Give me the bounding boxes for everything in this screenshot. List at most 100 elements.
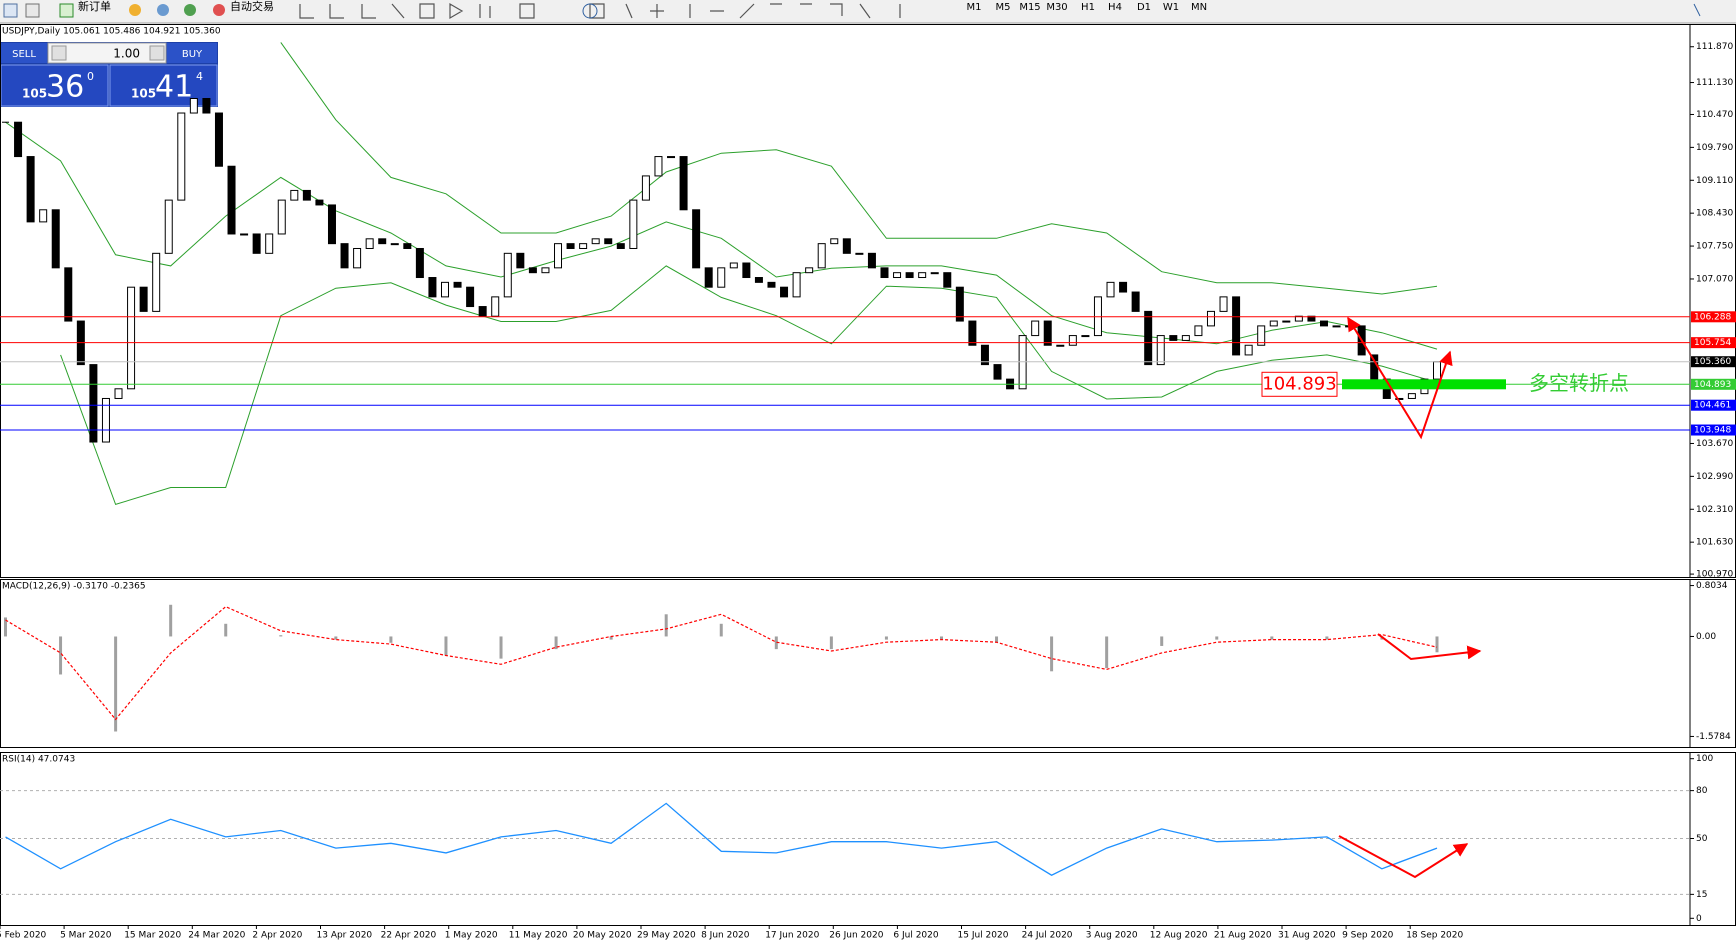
timeframe-button[interactable]: M15	[1019, 2, 1040, 13]
lots-up[interactable]	[149, 45, 165, 61]
price-level-tag	[1691, 337, 1736, 349]
y-tick-label: 0	[1696, 914, 1702, 924]
candle	[541, 267, 550, 274]
timeframe-button[interactable]: D1	[1137, 2, 1151, 13]
x-tick-label: 13 Apr 2020	[317, 931, 373, 941]
new-order-label[interactable]: 新订单	[78, 0, 111, 13]
candle	[1407, 393, 1416, 399]
candle	[1131, 291, 1140, 312]
candle	[641, 175, 650, 201]
y-tick-label: -1.5784	[1696, 732, 1731, 742]
candle	[893, 272, 902, 279]
y-tick-label: 102.310	[1696, 505, 1733, 515]
candle	[1332, 325, 1341, 328]
x-tick-label: 2 Apr 2020	[252, 931, 302, 941]
auto-trading-label[interactable]: 自动交易	[230, 0, 274, 13]
icon[interactable]	[1693, 3, 1701, 17]
candle	[127, 286, 136, 390]
icon[interactable]	[157, 4, 169, 16]
candle	[214, 112, 223, 167]
lots-input[interactable]	[47, 42, 167, 64]
icon[interactable]	[213, 4, 225, 16]
candle	[1068, 335, 1077, 346]
y-tick-label: 101.630	[1696, 538, 1733, 548]
candle	[1244, 344, 1253, 356]
timeframe-button[interactable]: H1	[1081, 2, 1095, 13]
timeframe-button[interactable]: H4	[1108, 2, 1122, 13]
x-tick-label: 21 Aug 2020	[1214, 931, 1272, 941]
icon[interactable]	[582, 3, 598, 19]
y-tick-label: 80	[1696, 786, 1708, 796]
candle	[930, 272, 939, 275]
y-tick-label: 107.070	[1696, 274, 1733, 284]
candle	[340, 243, 349, 269]
x-tick-label: 9 Sep 2020	[1342, 931, 1394, 941]
x-tick-label: 1 May 2020	[445, 931, 498, 941]
y-tick-label: 109.790	[1696, 143, 1733, 153]
sell-label[interactable]: SELL	[12, 49, 36, 60]
candle	[1106, 281, 1115, 298]
candle	[327, 204, 336, 245]
y-tick-label: 111.870	[1696, 42, 1733, 52]
indicator-title: MACD(12,26,9) -0.3170 -0.2365	[2, 582, 146, 592]
candle	[754, 277, 763, 283]
candle	[654, 156, 663, 177]
candle	[792, 272, 801, 298]
y-tick-label: 50	[1696, 834, 1708, 844]
candle	[717, 267, 726, 288]
candle	[1433, 361, 1441, 380]
timeframe-button[interactable]: M1	[967, 2, 982, 13]
sell-button[interactable]	[1, 43, 47, 63]
candle	[729, 262, 738, 269]
candle	[440, 281, 449, 298]
icon[interactable]	[3, 3, 18, 18]
x-tick-label: 17 Jun 2020	[765, 931, 819, 941]
lots-value[interactable]: 1.00	[113, 47, 140, 61]
sell-price-box[interactable]	[0, 64, 109, 107]
candle	[905, 272, 914, 279]
candle	[403, 243, 412, 249]
x-tick-label: 15 Mar 2020	[124, 931, 181, 941]
candle	[867, 252, 876, 269]
timeframe-button[interactable]: M30	[1046, 2, 1067, 13]
price-level-tag	[1691, 424, 1736, 436]
icon[interactable]	[25, 3, 40, 18]
y-tick-label: 100.970	[1696, 570, 1733, 580]
y-tick-label: 103.670	[1696, 439, 1733, 449]
candle	[1181, 335, 1190, 341]
candle	[1156, 335, 1165, 366]
arrow	[1347, 316, 1453, 440]
candle	[830, 238, 839, 245]
buy-price-box[interactable]	[109, 64, 218, 107]
timeframe-button[interactable]: M5	[996, 2, 1011, 13]
lots-down[interactable]	[51, 45, 67, 61]
annotation-text: 多空转折点	[1529, 371, 1629, 395]
candle	[679, 156, 688, 211]
price-level-label: 105.360	[1694, 357, 1731, 367]
bollinger-band	[60, 265, 1438, 506]
candle	[265, 233, 274, 254]
y-tick-label: 0.8034	[1696, 581, 1728, 591]
candle	[1119, 281, 1128, 293]
candle	[415, 247, 424, 279]
candle	[1257, 325, 1266, 346]
timeframe-button[interactable]: W1	[1163, 2, 1179, 13]
rsi-line	[5, 802, 1438, 876]
buy-label[interactable]: BUY	[182, 49, 203, 60]
icon[interactable]	[129, 4, 141, 16]
candle	[629, 199, 638, 249]
timeframe-button[interactable]: MN	[1191, 2, 1207, 13]
icon[interactable]	[59, 3, 74, 18]
price-level-label: 106.288	[1694, 312, 1731, 322]
buy-button[interactable]	[167, 43, 217, 63]
price-level-tag	[1691, 311, 1736, 323]
indicator-title: RSI(14) 47.0743	[2, 755, 75, 765]
icon[interactable]	[184, 4, 196, 16]
price-level-label: 104.893	[1694, 380, 1731, 390]
candle	[14, 121, 23, 158]
candle	[591, 238, 600, 245]
candle	[1307, 315, 1316, 322]
x-tick-label: 5 Mar 2020	[60, 931, 112, 941]
candle	[1169, 335, 1178, 341]
candle	[1206, 310, 1215, 327]
